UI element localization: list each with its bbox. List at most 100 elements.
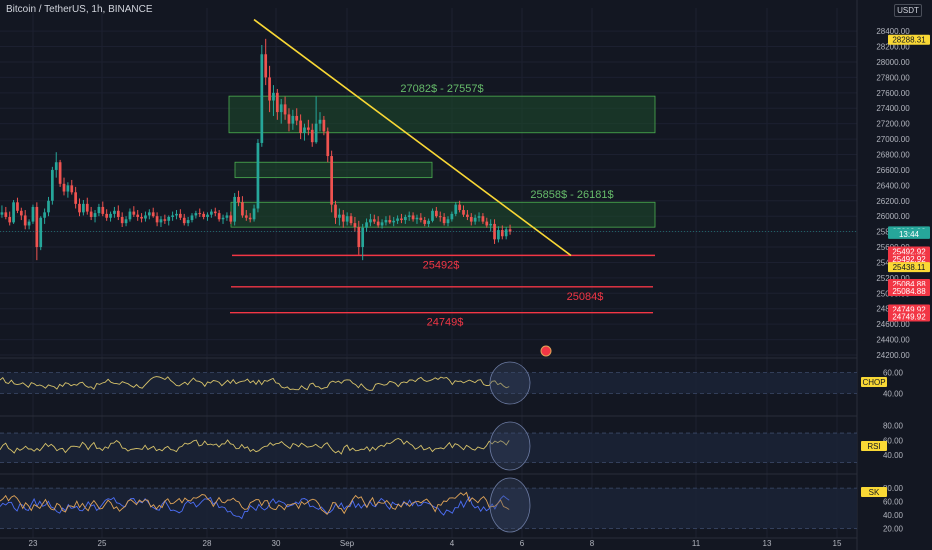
candle-body — [353, 223, 357, 227]
candle-body — [128, 211, 132, 220]
candle-body — [299, 120, 302, 133]
price-zone-2[interactable] — [230, 201, 656, 228]
candle-body — [361, 227, 365, 248]
indicator-badge-RSI — [861, 441, 887, 451]
price-tick-label-0: 28400.00 — [876, 27, 910, 36]
candle-body — [310, 129, 314, 143]
candle-body — [272, 92, 275, 101]
indicator-band-SK — [0, 488, 857, 529]
price-label-badge-9 — [888, 311, 930, 322]
candle-body — [23, 215, 27, 226]
price-label-text-2: 13:44 — [899, 230, 920, 239]
candle-body — [349, 216, 353, 224]
indicator-tick-RSI-1: 60.00 — [883, 436, 904, 445]
indicator-tick-RSI-0: 80.00 — [883, 422, 904, 431]
price-tick-label-19: 24600.00 — [876, 320, 910, 329]
candle-body — [12, 202, 15, 223]
candle-body — [268, 77, 271, 101]
date-tick-0: 23 — [29, 539, 38, 548]
indicator-badge-CHOP — [861, 377, 887, 387]
candle-body — [330, 156, 333, 205]
candle-body — [446, 219, 450, 224]
candle-body — [283, 104, 287, 115]
candle-body — [132, 211, 136, 215]
candle-body — [93, 213, 97, 217]
candle-body — [291, 115, 295, 124]
candle-body — [477, 216, 481, 218]
price-tick-label-4: 27600.00 — [876, 89, 910, 98]
indicator-name-CHOP: CHOP — [862, 378, 885, 387]
candle-body — [202, 213, 205, 217]
price-tick-label-7: 27000.00 — [876, 135, 910, 144]
zone-label-0: 27082$ - 27557$ — [400, 83, 483, 95]
candle-body — [419, 217, 423, 221]
price-tick-label-2: 28000.00 — [876, 58, 910, 67]
candle-body — [376, 221, 380, 226]
candle-body — [252, 208, 256, 220]
currency-selector[interactable]: USDT — [894, 4, 922, 17]
indicator-highlight-CHOP — [489, 361, 531, 405]
price-tick-label-1: 28200.00 — [876, 43, 910, 52]
price-tick-label-16: 25200.00 — [876, 274, 910, 283]
candle-body — [497, 230, 500, 240]
candle-body — [450, 213, 454, 220]
candle-body — [256, 142, 260, 209]
price-label-text-5: 25438.11 — [893, 263, 926, 272]
support-label-0: 25492$ — [423, 259, 460, 271]
candle-body — [35, 206, 39, 248]
candle-body — [244, 215, 248, 218]
candle-body — [124, 219, 128, 224]
candle-body — [140, 216, 143, 219]
candle-body — [392, 220, 396, 223]
indicator-tick-RSI-2: 40.00 — [883, 451, 904, 460]
candle-body — [438, 216, 442, 218]
candle-body — [322, 119, 326, 132]
price-zone-1[interactable] — [234, 161, 433, 179]
candle-body — [171, 215, 174, 217]
chart-title: Bitcoin / TetherUS, 1h, BINANCE — [6, 4, 153, 15]
candle-body — [241, 202, 244, 216]
candle-body — [109, 213, 112, 218]
candle-body — [388, 220, 392, 223]
date-tick-10: 15 — [833, 539, 842, 548]
price-tick-label-21: 24200.00 — [876, 351, 910, 360]
candle-body — [97, 206, 101, 214]
candle-body — [229, 215, 233, 222]
indicator-band-CHOP — [0, 372, 857, 394]
candle-body — [198, 213, 202, 215]
candle-body — [113, 210, 116, 214]
candle-body — [58, 162, 62, 184]
price-label-text-0: 28288.31 — [892, 36, 926, 45]
candle-body — [334, 204, 337, 218]
candle-body — [341, 214, 345, 222]
candle-body — [194, 213, 198, 216]
indicator-tick-CHOP-0: 60.00 — [883, 369, 904, 378]
candle-body — [163, 219, 167, 221]
candle-body — [264, 54, 268, 78]
price-label-badge-5 — [888, 262, 930, 273]
candle-body — [345, 216, 349, 222]
price-tick-label-6: 27200.00 — [876, 120, 910, 129]
candle-body — [8, 216, 12, 223]
candle-body — [47, 200, 50, 213]
candle-body — [504, 229, 508, 237]
candle-body — [116, 210, 120, 217]
candle-body — [206, 214, 209, 217]
event-marker-icon[interactable] — [540, 345, 552, 357]
candle-body — [136, 214, 140, 217]
date-tick-2: 28 — [203, 539, 212, 548]
candle-body — [66, 185, 70, 192]
candle-body — [151, 212, 155, 217]
candle-body — [407, 215, 411, 217]
candle-body — [403, 216, 407, 221]
candle-body — [4, 212, 8, 217]
candle-body — [31, 206, 35, 222]
candle-body — [43, 212, 46, 218]
price-label-text-3: 25492.92 — [892, 248, 926, 257]
candle-body — [155, 216, 159, 223]
candle-body — [314, 123, 318, 143]
trendline[interactable] — [253, 18, 572, 257]
indicator-tick-SK-3: 20.00 — [883, 525, 904, 534]
price-label-badge-2 — [888, 228, 930, 239]
